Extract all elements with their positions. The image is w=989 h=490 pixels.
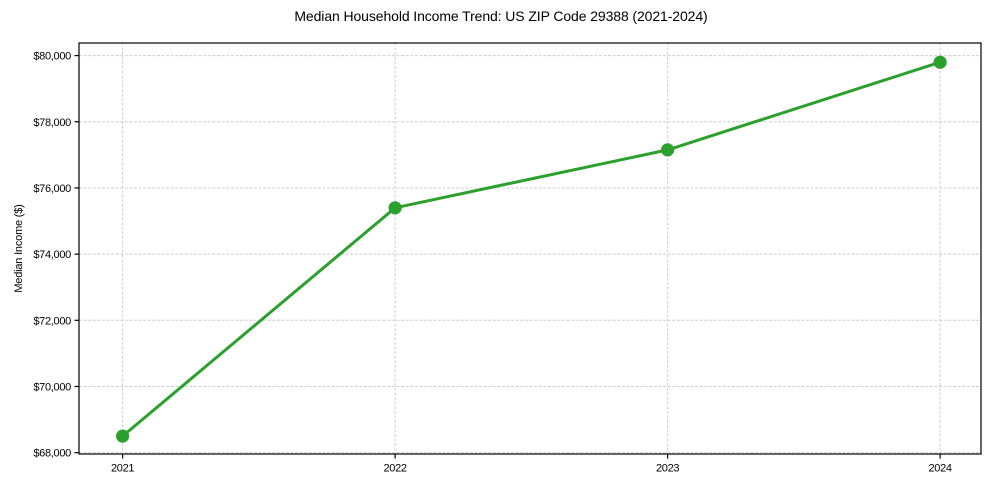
chart-title: Median Household Income Trend: US ZIP Co… bbox=[294, 8, 707, 24]
y-tick-label: $74,000 bbox=[33, 249, 71, 261]
gridlines bbox=[79, 43, 981, 454]
y-tick-labels: $68,000 $70,000 $72,000 $74,000 $76,000 $78,0… bbox=[33, 51, 71, 460]
y-tick-label: $72,000 bbox=[33, 315, 71, 327]
x-tick-label: 2024 bbox=[928, 463, 951, 475]
x-tick-label: 2021 bbox=[111, 463, 134, 475]
income-trend-line bbox=[121, 60, 942, 438]
plot-border bbox=[78, 42, 982, 455]
y-axis-label: Median Income ($) bbox=[13, 204, 25, 292]
y-tick-label: $70,000 bbox=[33, 381, 71, 393]
data-point-markers bbox=[116, 55, 947, 443]
y-tick-label: $76,000 bbox=[33, 183, 71, 195]
x-tick-labels: 2021 2022 2023 2024 bbox=[111, 463, 952, 475]
data-point-marker bbox=[933, 55, 947, 69]
axis-tick-marks bbox=[74, 54, 941, 459]
data-point-marker bbox=[116, 429, 130, 443]
data-point-marker bbox=[388, 201, 402, 215]
y-tick-label: $68,000 bbox=[33, 448, 71, 460]
x-tick-label: 2022 bbox=[383, 463, 406, 475]
x-tick-label: 2023 bbox=[656, 463, 679, 475]
y-tick-label: $78,000 bbox=[33, 117, 71, 129]
y-tick-label: $80,000 bbox=[33, 51, 71, 63]
data-point-marker bbox=[661, 143, 675, 157]
